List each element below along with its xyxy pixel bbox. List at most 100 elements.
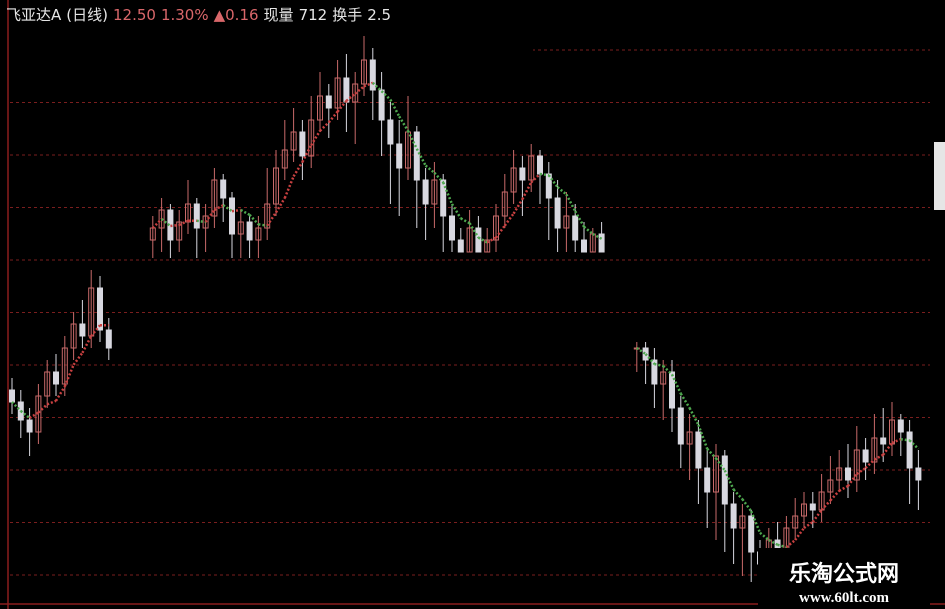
candle-down [79, 323, 86, 337]
candle-up [70, 323, 77, 349]
ma-segment [846, 473, 858, 487]
candle-up [792, 515, 799, 529]
ma-segment [266, 211, 278, 227]
ma-segment [768, 538, 779, 546]
ma-segment [592, 232, 603, 240]
ma-segment [486, 236, 497, 244]
ma-segment [240, 208, 251, 216]
ma-segment [222, 204, 233, 213]
candle-down [572, 215, 579, 241]
watermark-title: 乐淘公式网 [788, 561, 899, 587]
turnover-label: 换手 [332, 6, 363, 24]
ma-segment [231, 208, 241, 213]
ma-segment [406, 130, 418, 150]
ma-segment [415, 148, 427, 167]
ma-segment [503, 212, 515, 227]
candle-up [836, 467, 843, 481]
ma-segment [856, 466, 867, 476]
candle-down [387, 119, 394, 145]
candle-up [308, 119, 315, 157]
candle-up [44, 371, 51, 397]
ma-segment [354, 85, 365, 95]
candle-down [704, 467, 711, 493]
candle-up [660, 371, 667, 385]
ma-segment [706, 447, 717, 460]
candle-down [748, 515, 755, 553]
candle-down [519, 167, 526, 181]
ma-segment [204, 209, 216, 223]
ma-segment [63, 364, 75, 387]
ma-segment [670, 373, 682, 395]
candle-down [598, 233, 605, 253]
stock-info-header: 飞亚达A (日线) 12.50 1.30% ▲0.16 现量 712 换手 2.5 [6, 4, 396, 25]
candle-up [510, 167, 517, 193]
ma-segment [258, 223, 268, 227]
ma-segment [512, 198, 524, 215]
candle-up [273, 167, 279, 205]
ma-segment [28, 411, 40, 420]
ma-segment [363, 81, 374, 88]
candle-up [493, 215, 499, 241]
ma-segment [732, 488, 744, 501]
ma-segment [820, 499, 832, 511]
watermark: 乐淘公式网 www.60lt.com [758, 548, 930, 609]
candle-up [237, 221, 244, 235]
volume-label: 现量 [263, 6, 294, 24]
up-triangle-icon: ▲ [213, 6, 226, 24]
candle-up [61, 347, 68, 385]
ma-segment [811, 509, 823, 523]
candle-up [255, 227, 262, 241]
ma-segment [37, 403, 49, 414]
candle-down [325, 95, 332, 109]
ma-segment [636, 346, 647, 356]
ma-segment [688, 407, 700, 426]
candle-down [475, 227, 482, 253]
candle-down [440, 179, 447, 217]
candle-up [739, 515, 746, 529]
candle-down [669, 371, 675, 409]
candle-down [220, 179, 227, 199]
ma-segment [547, 174, 559, 188]
ma-segment [213, 204, 224, 212]
candle-up [290, 131, 297, 151]
ma-segment [654, 362, 664, 368]
candle-down [413, 131, 420, 181]
ma-segment [327, 110, 339, 124]
ma-segment [345, 92, 356, 102]
candle-down [229, 197, 235, 235]
grid [10, 49, 930, 576]
candle-up [361, 59, 367, 85]
candle-up [871, 437, 878, 463]
candle-down [26, 419, 33, 433]
candle-down [299, 131, 306, 157]
candle-down [105, 329, 112, 349]
ma-segment [46, 399, 57, 406]
scrollbar[interactable] [934, 142, 945, 210]
candle-down [677, 407, 684, 445]
ma-segment [398, 115, 410, 132]
ma-segment [697, 424, 709, 450]
ma-segment [170, 223, 180, 228]
ma-segment [424, 164, 436, 174]
ma-segment [530, 173, 541, 184]
candle-down [862, 449, 869, 463]
candle-down [246, 221, 253, 241]
candle-up [264, 203, 271, 229]
candle-down [369, 59, 376, 91]
ma-segment [54, 385, 66, 402]
ma-segment [310, 130, 322, 146]
candle-down [97, 287, 103, 331]
ma-segment [72, 352, 84, 366]
ma-segment [81, 335, 93, 354]
ma-segment [151, 218, 163, 229]
change-percent: 1.30% [160, 6, 209, 24]
watermark-url: www.60lt.com [799, 590, 889, 606]
ma-segment [873, 453, 884, 461]
candle-up [281, 149, 288, 169]
ma-segment [389, 99, 401, 117]
candle-up [176, 221, 183, 241]
candle-down [581, 239, 587, 253]
ma-segment [468, 222, 480, 239]
ma-segment [574, 210, 586, 228]
